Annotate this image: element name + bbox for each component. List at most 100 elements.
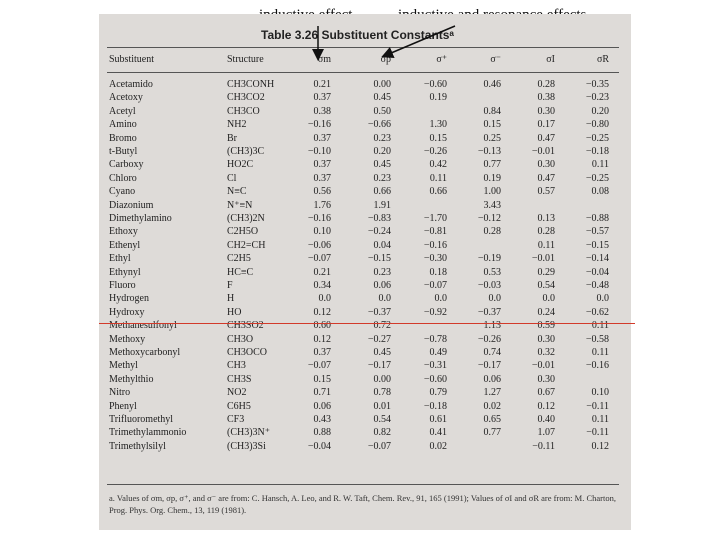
cell-sigma-r: 0.11 — [591, 320, 609, 332]
cell-sigma-r: −0.15 — [585, 239, 609, 251]
cell-sigma-r: −0.48 — [585, 280, 609, 291]
cell-structure: (CH3)3C — [227, 146, 265, 157]
cell-sigma-r: 0.20 — [591, 105, 610, 117]
cell-sigma-r: −0.16 — [585, 360, 609, 372]
cell-sigma-i: −0.01 — [531, 253, 555, 265]
cell-sigma-r: −0.88 — [585, 213, 609, 224]
cell-sigma-plus: −0.60 — [423, 373, 447, 385]
cell-structure: NH2 — [227, 119, 247, 131]
header-substituent: Substituent — [109, 54, 155, 65]
cell-structure: C2H5O — [227, 226, 259, 238]
cell-sigma-minus: 0.46 — [483, 79, 502, 90]
cell-sigma-plus: −0.81 — [423, 226, 447, 238]
cell-structure: CH3O — [227, 333, 254, 345]
cell-structure: N⁺≡N — [227, 199, 253, 211]
cell-sigma-r: −0.25 — [585, 132, 609, 144]
cell-sigma-p: 0.20 — [373, 146, 392, 157]
cell-structure: HO — [227, 306, 242, 318]
header-sigma-m: σm — [317, 54, 331, 65]
cell-structure: CH3CO2 — [227, 92, 265, 104]
cell-sigma-i: 0.11 — [537, 239, 555, 251]
cell-sigma-m: −0.16 — [307, 213, 331, 224]
cell-sigma-plus: −0.26 — [423, 146, 447, 157]
cell-sigma-p: 0.45 — [373, 159, 392, 171]
cell-structure: CH3S — [227, 373, 252, 385]
cell-substituent: Methoxy — [109, 333, 146, 345]
cell-substituent: Fluoro — [109, 280, 136, 291]
cell-substituent: Hydrogen — [109, 293, 149, 305]
cell-sigma-i: 0.38 — [537, 92, 556, 104]
cell-sigma-m: −0.07 — [307, 253, 331, 265]
cell-sigma-plus: 0.0 — [434, 293, 448, 305]
cell-sigma-m: 0.60 — [313, 320, 332, 332]
cell-sigma-r: −0.14 — [585, 253, 609, 265]
cell-sigma-i: 0.28 — [537, 226, 556, 238]
cell-sigma-plus: −1.70 — [423, 213, 447, 224]
header-rule — [107, 72, 619, 73]
cell-sigma-m: −0.16 — [307, 119, 331, 131]
header-sigma-i: σI — [546, 54, 555, 65]
cell-substituent: Amino — [109, 119, 137, 131]
cell-structure: CH2=CH — [227, 239, 266, 251]
cell-substituent: Methanesulfonyl — [109, 320, 177, 332]
cell-sigma-minus: −0.26 — [477, 333, 501, 345]
cell-sigma-plus: −0.18 — [423, 400, 447, 412]
cell-sigma-plus: 1.30 — [429, 119, 448, 131]
cell-substituent: Chloro — [109, 172, 137, 184]
cell-sigma-p: 0.50 — [373, 105, 392, 117]
cell-sigma-i: 0.28 — [537, 79, 556, 90]
cell-substituent: Trimethylammonio — [109, 427, 187, 439]
cell-sigma-plus: 0.41 — [429, 427, 448, 439]
cell-sigma-minus: 0.28 — [483, 226, 502, 238]
cell-sigma-m: 0.37 — [313, 132, 332, 144]
cell-sigma-minus: 0.74 — [483, 347, 502, 358]
cell-sigma-i: 0.30 — [537, 333, 556, 345]
cell-structure: CH3OCO — [227, 347, 268, 358]
bottom-rule — [107, 484, 619, 485]
cell-structure: HC≡C — [227, 266, 254, 278]
cell-sigma-p: −0.83 — [367, 213, 391, 224]
cell-sigma-p: −0.37 — [367, 306, 391, 318]
cell-sigma-r: −0.18 — [585, 146, 609, 157]
cell-substituent: Dimethylamino — [109, 213, 172, 224]
cell-structure: N≡C — [227, 186, 247, 198]
cell-sigma-i: 0.29 — [537, 266, 556, 278]
cell-sigma-plus: −0.30 — [423, 253, 447, 265]
cell-sigma-r: −0.80 — [585, 119, 609, 131]
cell-sigma-i: 0.0 — [542, 293, 556, 305]
cell-sigma-i: 0.40 — [537, 414, 556, 425]
cell-sigma-minus: 0.77 — [483, 427, 502, 439]
cell-sigma-i: 0.57 — [537, 186, 556, 198]
cell-sigma-i: 0.47 — [537, 172, 556, 184]
cell-sigma-p: 1.91 — [373, 199, 392, 211]
cell-sigma-plus: 0.49 — [429, 347, 448, 358]
cell-sigma-i: 0.59 — [537, 320, 556, 332]
cell-sigma-minus: 0.19 — [483, 172, 502, 184]
cell-substituent: Cyano — [109, 186, 136, 198]
cell-sigma-p: 0.01 — [373, 400, 392, 412]
cell-structure: C2H5 — [227, 253, 251, 265]
cell-sigma-plus: −0.92 — [423, 306, 447, 318]
cell-sigma-r: 0.12 — [591, 440, 610, 452]
cell-sigma-minus: −0.13 — [477, 146, 501, 157]
cell-sigma-m: −0.10 — [307, 146, 331, 157]
cell-sigma-m: 0.21 — [313, 266, 332, 278]
cell-substituent: t-Butyl — [109, 146, 138, 157]
cell-sigma-plus: 0.61 — [429, 414, 448, 425]
cell-structure: (CH3)3Si — [227, 440, 266, 452]
cell-structure: CH3CONH — [227, 79, 275, 90]
cell-sigma-p: 0.0 — [378, 293, 392, 305]
cell-substituent: Phenyl — [109, 400, 137, 412]
cell-sigma-i: 0.30 — [537, 159, 556, 171]
cell-sigma-m: 0.12 — [313, 306, 332, 318]
cell-structure: H — [227, 293, 235, 305]
cell-sigma-m: 0.38 — [313, 105, 332, 117]
cell-structure: Cl — [227, 172, 237, 184]
cell-sigma-i: 0.17 — [537, 119, 556, 131]
cell-sigma-m: 0.43 — [313, 414, 332, 425]
cell-sigma-r: 0.0 — [596, 293, 610, 305]
top-rule — [107, 47, 619, 48]
cell-sigma-p: 0.04 — [373, 239, 392, 251]
cell-sigma-p: 0.23 — [373, 266, 392, 278]
